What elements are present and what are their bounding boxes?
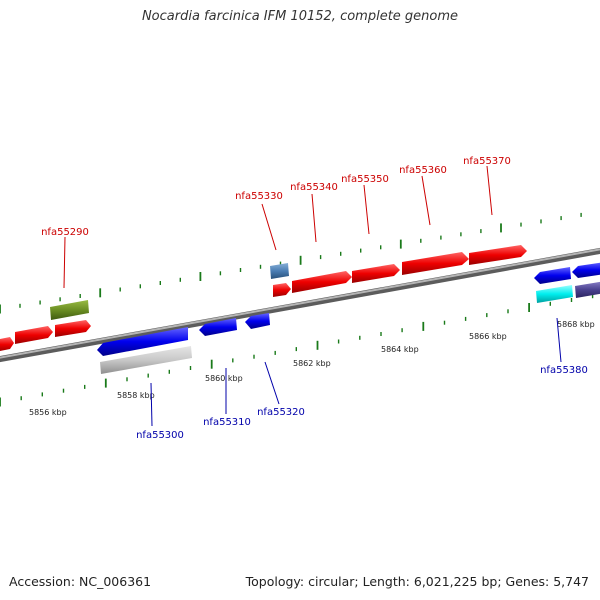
gene-arrow[interactable] (97, 327, 188, 356)
reverse-scale-ticks (0, 294, 594, 407)
genome-title: Nocardia farcinica IFM 10152, complete g… (141, 9, 459, 24)
scale-tick-label: 5868 kbp (557, 320, 595, 329)
gene-arrow[interactable] (352, 264, 400, 283)
gene-label[interactable]: nfa55340 (290, 182, 338, 193)
scale-tick-labels: 5856 kbp 5858 kbp 5860 kbp 5862 kbp 5864 kbp… (29, 320, 595, 417)
gene-arrow[interactable] (402, 252, 469, 275)
forward-scale-ticks (0, 212, 582, 314)
gene-arrow[interactable] (534, 267, 571, 284)
scale-tick-label: 5858 kbp (117, 391, 155, 400)
gene-label[interactable]: nfa55300 (136, 430, 184, 441)
gene-arrow[interactable] (199, 318, 237, 336)
gene-label[interactable]: nfa55290 (41, 227, 89, 238)
gene-box[interactable] (50, 300, 89, 320)
scale-tick-label: 5860 kbp (205, 374, 243, 383)
gene-box[interactable] (270, 263, 289, 279)
backbone (0, 247, 600, 363)
label-leader-lines (63, 165, 562, 427)
scale-tick-label: 5866 kbp (469, 332, 507, 341)
gene-arrow[interactable] (292, 271, 352, 293)
gene-arrow[interactable] (572, 262, 600, 278)
gene-label[interactable]: nfa55380 (540, 365, 588, 376)
gene-box[interactable] (575, 281, 600, 298)
accession-text: Accession: NC_006361 (9, 574, 152, 589)
gene-label[interactable]: nfa55330 (235, 191, 283, 202)
gene-box[interactable] (536, 285, 573, 303)
gene-arrow[interactable] (245, 313, 270, 329)
scale-tick-label: 5856 kbp (29, 408, 67, 417)
gene-box[interactable] (100, 346, 192, 374)
summary-text: Topology: circular; Length: 6,021,225 bp… (245, 574, 589, 589)
scale-tick-label: 5862 kbp (293, 359, 331, 368)
forward-genes (0, 245, 527, 352)
gene-label[interactable]: nfa55310 (203, 417, 251, 428)
gene-arrow[interactable] (469, 245, 527, 265)
gene-arrow[interactable] (15, 326, 53, 344)
reverse-genes (97, 262, 600, 374)
gene-label[interactable]: nfa55360 (399, 165, 447, 176)
gene-arrow[interactable] (0, 337, 14, 352)
scale-tick-label: 5864 kbp (381, 345, 419, 354)
gene-label[interactable]: nfa55370 (463, 156, 511, 167)
gene-label[interactable]: nfa55350 (341, 174, 389, 185)
gene-label[interactable]: nfa55320 (257, 407, 305, 418)
gene-labels: nfa55290 nfa55330 nfa55340 nfa55350 nfa5… (41, 156, 588, 441)
gene-arrow[interactable] (55, 320, 91, 337)
gene-arrow[interactable] (273, 283, 291, 297)
